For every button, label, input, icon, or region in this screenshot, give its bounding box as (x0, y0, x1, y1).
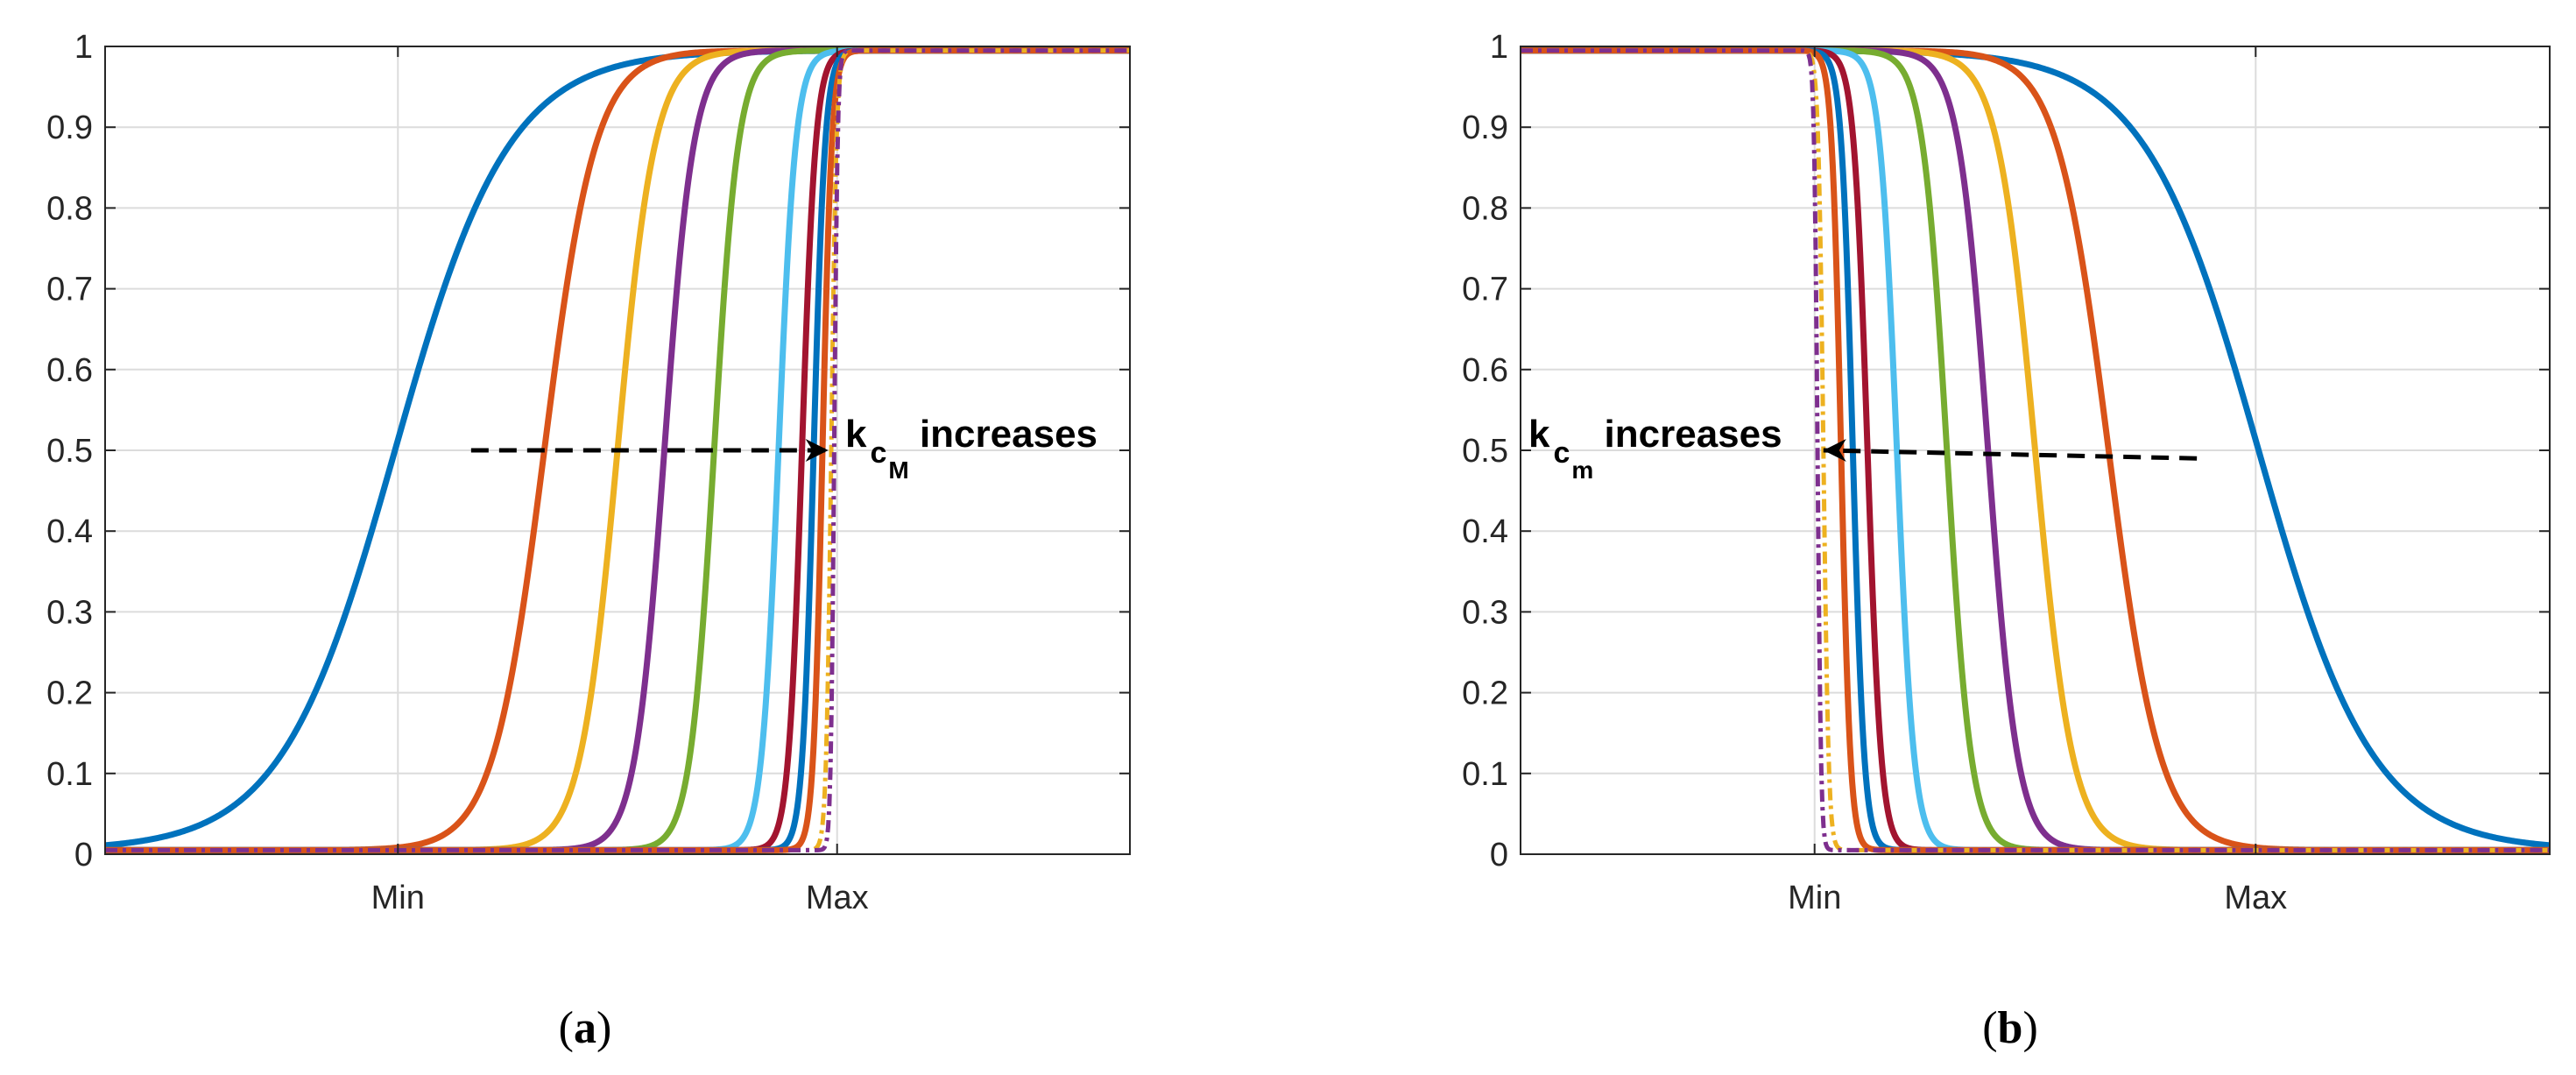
panel-b: 0 0.1 0.2 0.3 0.4 0.5 0.6 0.7 0.8 0.9 1 Min Max k cm i… (1462, 29, 2552, 1053)
y-tick-label: 0.5 (1462, 433, 1508, 470)
x-tick-label: Max (806, 880, 869, 916)
caption-letter: a (574, 1003, 596, 1053)
y-tick-label: 0.3 (1462, 594, 1508, 631)
caption-open: ( (559, 1003, 574, 1053)
y-tick-label: 1 (74, 29, 93, 66)
y-tick-label: 0 (1490, 837, 1508, 873)
y-tick-label: 1 (1490, 29, 1508, 66)
series-line-11 (103, 48, 1132, 852)
y-tick-label: 0.6 (1462, 352, 1508, 389)
caption-close: ) (2022, 1003, 2037, 1053)
y-tick-label: 0.2 (46, 675, 93, 712)
annotation-rest: increases (909, 413, 1097, 456)
y-tick-label: 0.7 (46, 272, 93, 308)
annotation-base: k (1528, 413, 1550, 456)
y-tick-label: 0.1 (1462, 756, 1508, 793)
y-tick-label: 0.4 (1462, 513, 1508, 550)
y-tick-label: 0.2 (1462, 675, 1508, 712)
annotation-arrow-head (1823, 439, 1846, 462)
y-tick-label: 0.5 (46, 433, 93, 470)
y-tick-label: 0.7 (1462, 272, 1508, 308)
y-tick-label: 0.4 (46, 513, 93, 550)
series-line-11 (1519, 48, 2551, 852)
annotation-label: k cM increases (845, 413, 1097, 484)
y-tick-label: 0.9 (46, 110, 93, 146)
y-tick-label: 0 (74, 837, 93, 873)
panel-a: 0 0.1 0.2 0.3 0.4 0.5 0.6 0.7 0.8 0.9 1 Min Max k cM i… (46, 29, 1133, 1053)
x-tick-label: Min (1788, 880, 1841, 916)
x-tick-label: Min (371, 880, 425, 916)
caption-open: ( (1982, 1003, 1997, 1053)
y-tick-label: 0.8 (1462, 190, 1508, 227)
annotation-sub: c (870, 436, 886, 470)
y-tick-label: 0.6 (46, 352, 93, 389)
annotation-arrow-head (805, 439, 829, 462)
annotation-subsub: M (888, 456, 908, 484)
annotation-subsub: m (1571, 456, 1593, 484)
annotation-base: k (845, 413, 867, 456)
caption-letter: b (1998, 1003, 2023, 1053)
x-tick-label: Max (2224, 880, 2287, 916)
y-tick-label: 0.8 (46, 190, 93, 227)
caption-close: ) (596, 1003, 611, 1053)
y-tick-label: 0.3 (46, 594, 93, 631)
annotation-label: k cm increases (1528, 413, 1782, 484)
panel-caption: (a) (559, 1003, 612, 1053)
annotation-sub: c (1553, 436, 1570, 470)
annotation-rest: increases (1593, 413, 1782, 456)
y-tick-label: 0.9 (1462, 110, 1508, 146)
annotation-arrow-shaft (1823, 448, 2198, 461)
panel-caption: (b) (1982, 1003, 2038, 1053)
y-tick-label: 0.1 (46, 756, 93, 793)
